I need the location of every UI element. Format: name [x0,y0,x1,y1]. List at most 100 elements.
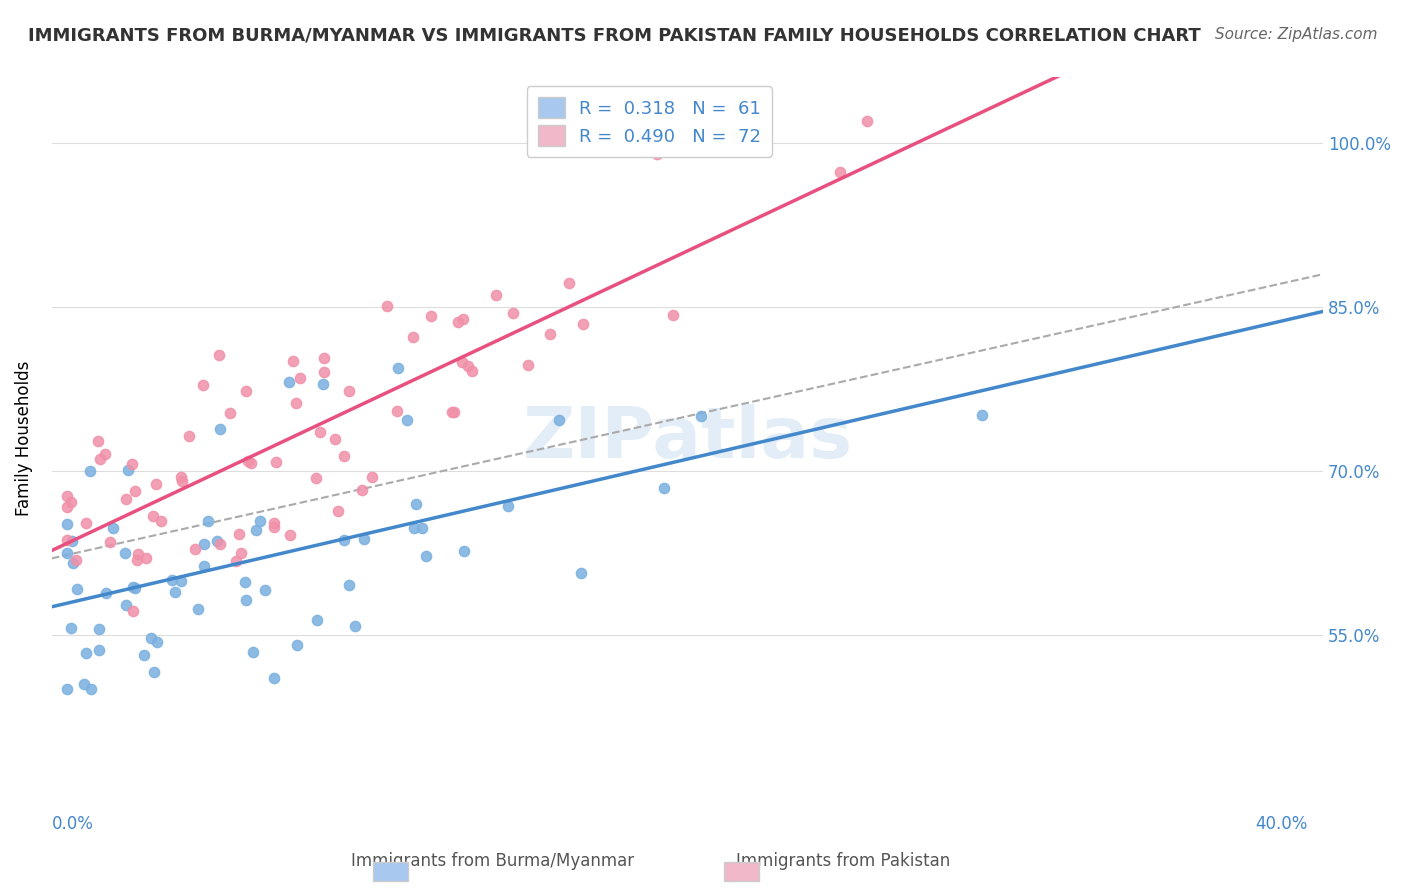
Point [60,534,83,549]
Point [208,348,231,362]
Point [502,306,524,320]
Point [66,582,89,596]
Point [149,514,172,528]
Point [165,584,187,599]
Point [253,582,276,597]
Point [80,682,103,697]
Point [208,422,231,436]
Point [387,404,409,418]
Point [170,475,193,489]
Point [415,549,437,564]
Point [125,553,148,567]
Point [89,452,111,467]
Point [127,547,149,561]
Point [288,370,311,384]
Point [177,429,200,443]
Text: 40.0%: 40.0% [1256,815,1308,833]
Point [219,406,242,420]
Point [94,447,117,461]
Point [309,425,332,440]
Point [402,330,425,344]
Point [79,464,101,478]
Point [337,384,360,398]
Point [117,463,139,477]
Point [245,523,267,537]
Point [207,533,229,548]
Point [59,494,82,508]
Point [236,453,259,467]
Point [972,408,994,422]
Point [87,622,110,636]
Point [278,527,301,541]
Point [312,365,335,379]
Legend: R =  0.318   N =  61, R =  0.490   N =  72: R = 0.318 N = 61, R = 0.490 N = 72 [527,87,772,157]
Point [333,449,356,463]
Point [75,516,97,531]
Point [143,665,166,679]
Point [350,483,373,497]
Point [451,311,474,326]
Point [122,580,145,594]
Point [263,671,285,685]
Point [283,353,305,368]
Point [122,604,145,618]
Text: ZIPatlas: ZIPatlas [523,403,852,473]
Point [225,554,247,568]
Point [121,457,143,471]
Point [100,535,122,549]
Point [375,299,398,313]
Point [114,546,136,560]
Point [235,592,257,607]
Point [450,355,472,369]
Point [56,516,79,531]
Point [443,404,465,418]
Point [328,504,350,518]
Point [233,574,256,589]
Point [146,635,169,649]
Text: Immigrants from Burma/Myanmar: Immigrants from Burma/Myanmar [350,852,634,870]
Point [242,644,264,658]
Point [73,677,96,691]
Point [547,413,569,427]
Point [285,639,308,653]
Point [461,364,484,378]
Point [87,434,110,448]
Point [170,470,193,484]
Point [56,500,79,515]
Point [690,409,713,424]
Point [124,484,146,499]
Point [62,557,84,571]
Point [145,477,167,491]
Point [645,146,668,161]
Point [162,574,184,588]
Point [285,396,308,410]
Point [135,550,157,565]
Point [453,544,475,558]
Point [558,276,581,290]
Point [441,404,464,418]
Point [411,521,433,535]
Point [405,497,427,511]
Point [333,533,356,548]
Point [312,377,335,392]
Point [266,454,288,468]
Point [235,384,257,399]
Point [193,558,215,573]
Point [94,586,117,600]
Point [191,377,214,392]
Point [652,481,675,495]
Point [485,288,508,302]
Point [197,515,219,529]
Point [404,521,426,535]
Point [132,648,155,662]
Text: Immigrants from Pakistan: Immigrants from Pakistan [737,852,950,870]
Point [87,642,110,657]
Point [209,536,232,550]
Point [187,602,209,616]
Point [572,317,595,331]
Point [115,598,138,612]
Point [323,432,346,446]
Point [239,457,262,471]
Point [662,309,685,323]
Text: IMMIGRANTS FROM BURMA/MYANMAR VS IMMIGRANTS FROM PAKISTAN FAMILY HOUSEHOLDS CORR: IMMIGRANTS FROM BURMA/MYANMAR VS IMMIGRA… [28,27,1201,45]
